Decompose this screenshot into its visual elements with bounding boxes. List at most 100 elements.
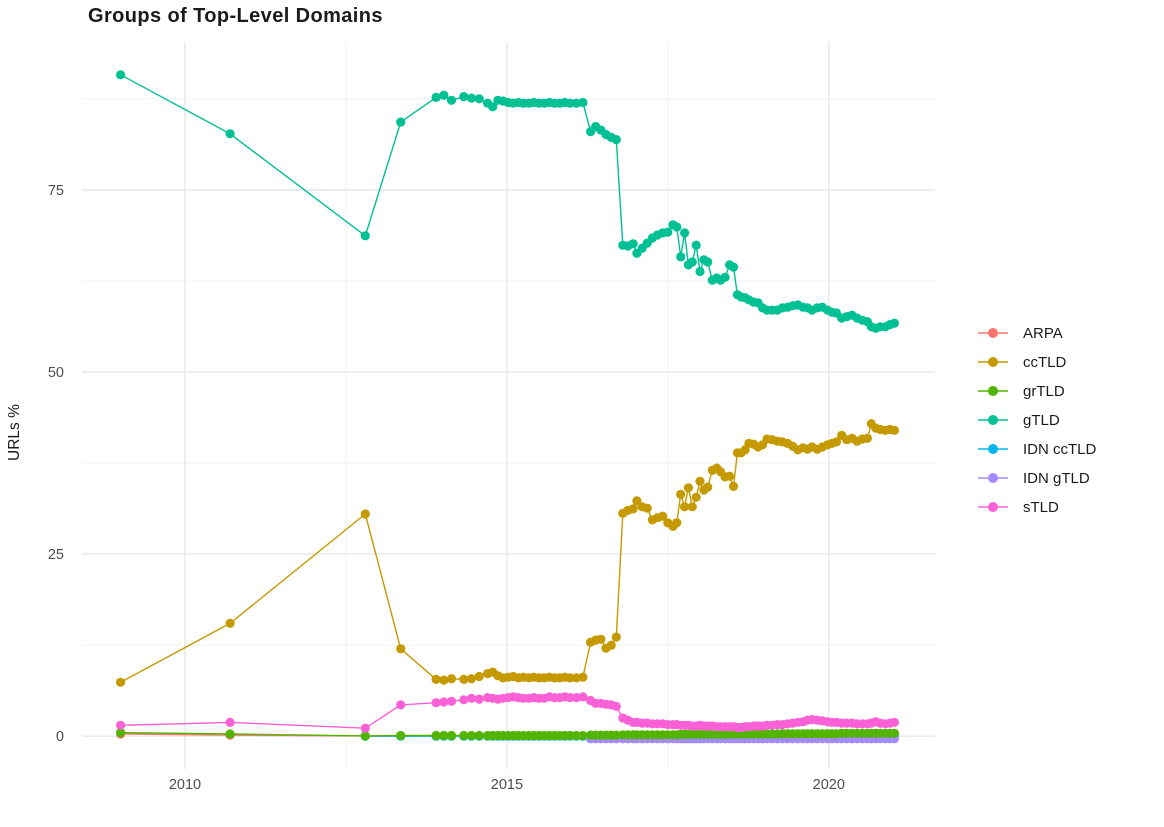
data-point (571, 730, 582, 741)
legend-item-cctld: ccTLD (976, 351, 1096, 373)
data-point (488, 102, 498, 112)
data-point (628, 239, 638, 249)
legend-item-label: gTLD (1023, 411, 1060, 429)
data-point (116, 677, 126, 687)
data-point (703, 482, 713, 492)
data-point (431, 730, 441, 741)
data-point (225, 729, 235, 739)
data-point (360, 731, 370, 741)
data-point (225, 618, 235, 628)
data-point (446, 674, 457, 684)
data-point (672, 222, 682, 232)
data-point (683, 483, 694, 493)
legend-key-icon (978, 444, 1008, 454)
data-point (360, 509, 370, 519)
data-point (360, 723, 370, 733)
data-point (695, 476, 705, 486)
series-gtld (116, 70, 900, 333)
data-point (116, 70, 126, 80)
data-point (225, 717, 235, 728)
data-point (431, 92, 441, 102)
chart-title: Groups of Top-Level Domains (88, 5, 383, 27)
legend-key-icon (978, 328, 1008, 338)
data-point (439, 675, 449, 685)
data-point (459, 695, 469, 705)
data-point (446, 95, 457, 105)
data-point (565, 673, 575, 683)
legend-item-label: IDN ccTLD (1023, 440, 1097, 458)
data-point (642, 503, 652, 513)
data-point (695, 266, 705, 277)
data-point (565, 693, 575, 703)
data-point (611, 730, 621, 740)
legend-key-icon (978, 502, 1008, 512)
y-tick-label: 0 (56, 729, 64, 745)
data-point (466, 93, 477, 103)
data-point (565, 730, 575, 741)
data-point (606, 640, 616, 650)
data-point (691, 492, 701, 502)
data-point (889, 425, 900, 435)
data-point (466, 693, 477, 703)
series-grtld (116, 728, 900, 741)
data-point (687, 502, 697, 512)
data-point (578, 692, 588, 702)
data-point (565, 98, 575, 108)
data-point (596, 634, 606, 644)
data-point (446, 730, 457, 741)
data-point (466, 674, 477, 684)
data-point (728, 262, 739, 272)
x-tick-label: 2020 (813, 777, 845, 793)
data-point (431, 698, 441, 708)
data-point (889, 318, 900, 328)
data-point (474, 94, 484, 104)
data-point (611, 135, 621, 145)
data-point (889, 728, 900, 738)
data-point (396, 730, 406, 741)
data-point (632, 496, 642, 506)
y-axis-title: URLs % (6, 404, 23, 461)
data-point (725, 471, 735, 481)
data-point (611, 632, 621, 642)
legend-item-idn-gtld: IDN gTLD (976, 467, 1096, 489)
legend-key-icon (978, 386, 1008, 396)
legend-item-arpa: ARPA (976, 322, 1096, 344)
legend-item-idn-cctld: IDN ccTLD (976, 438, 1096, 460)
data-point (446, 696, 457, 706)
y-tick-label: 25 (48, 547, 64, 563)
series-stld (116, 692, 900, 733)
x-tick-label: 2010 (169, 777, 201, 793)
y-tick-label: 50 (48, 365, 64, 381)
data-point (611, 701, 621, 712)
data-point (676, 252, 686, 262)
data-point (439, 90, 449, 100)
data-point (459, 674, 469, 685)
data-point (691, 240, 701, 250)
data-point (578, 730, 588, 741)
data-point (116, 720, 126, 730)
legend-item-label: ccTLD (1023, 353, 1067, 371)
data-point (396, 117, 406, 127)
data-point (862, 433, 873, 443)
data-point (396, 700, 406, 710)
data-point (474, 694, 484, 704)
data-point (676, 489, 686, 499)
legend-key-icon (978, 473, 1008, 483)
series-cctld (116, 419, 900, 687)
y-tick-label: 75 (48, 183, 64, 199)
data-point (703, 257, 713, 267)
gridlines (82, 42, 935, 769)
data-point (439, 697, 449, 707)
data-point (680, 228, 690, 238)
data-point (360, 231, 370, 241)
data-point (459, 92, 469, 102)
legend-key-icon (978, 357, 1008, 367)
data-point (474, 730, 484, 741)
data-point (439, 730, 449, 741)
legend-item-label: ARPA (1023, 324, 1063, 342)
data-point (466, 730, 477, 741)
data-point (663, 227, 673, 237)
legend-key-icon (978, 415, 1008, 425)
data-point (687, 257, 697, 267)
